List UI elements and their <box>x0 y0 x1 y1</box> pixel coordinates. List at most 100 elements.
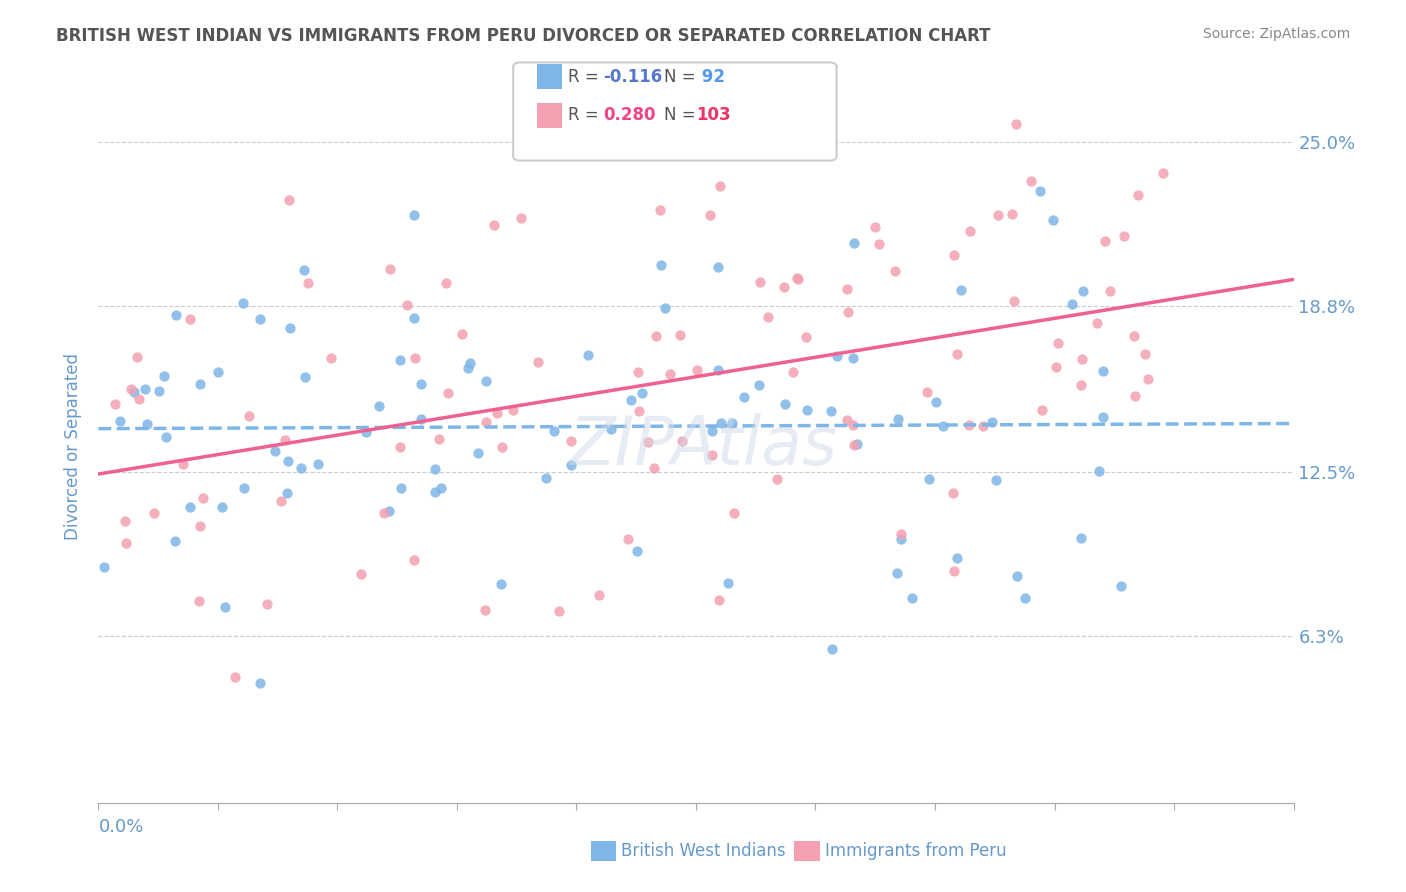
Point <box>700 425 723 439</box>
Point <box>626 544 648 558</box>
Point <box>884 264 907 278</box>
Point <box>527 354 550 368</box>
Point <box>645 329 668 343</box>
Text: N =: N = <box>664 68 700 86</box>
Point <box>319 351 342 365</box>
Point <box>748 275 770 289</box>
Point <box>946 551 969 566</box>
Point <box>389 440 412 454</box>
Point <box>179 311 201 326</box>
Point <box>485 406 508 420</box>
Text: British West Indians: British West Indians <box>621 842 786 860</box>
Point <box>617 532 640 546</box>
Point <box>457 360 479 375</box>
Point <box>411 412 433 426</box>
Point <box>628 404 651 418</box>
Point <box>890 532 912 546</box>
Point <box>925 395 948 409</box>
Point <box>475 374 498 388</box>
Point <box>1070 377 1092 392</box>
Point <box>238 409 260 423</box>
Point <box>191 491 214 505</box>
Point <box>143 506 166 520</box>
Point <box>576 348 599 362</box>
Text: -0.116: -0.116 <box>603 68 662 86</box>
Point <box>671 434 693 448</box>
Point <box>758 310 780 324</box>
Point <box>1014 591 1036 606</box>
Point <box>543 424 565 438</box>
Point <box>249 676 271 690</box>
Point <box>188 594 211 608</box>
Text: Immigrants from Peru: Immigrants from Peru <box>825 842 1007 860</box>
Point <box>1029 184 1052 198</box>
Point <box>918 472 941 486</box>
Point <box>482 218 505 232</box>
Point <box>1137 372 1160 386</box>
Point <box>643 461 665 475</box>
Text: R =: R = <box>568 106 605 124</box>
Point <box>114 536 136 550</box>
Point <box>786 272 808 286</box>
Point <box>1071 284 1094 298</box>
Point <box>475 415 498 429</box>
Point <box>489 576 512 591</box>
Point <box>946 347 969 361</box>
Point <box>368 399 391 413</box>
Point <box>650 202 672 217</box>
Point <box>125 350 148 364</box>
Point <box>502 402 524 417</box>
Point <box>845 437 868 451</box>
Point <box>292 263 315 277</box>
Point <box>276 486 298 500</box>
Point <box>707 592 730 607</box>
Point <box>233 481 256 495</box>
Point <box>1002 294 1025 309</box>
Point <box>972 418 994 433</box>
Point <box>297 276 319 290</box>
Point <box>404 553 426 567</box>
Point <box>290 461 312 475</box>
Point <box>1046 336 1069 351</box>
Point <box>887 411 910 425</box>
Text: 92: 92 <box>696 68 725 86</box>
Point <box>425 484 447 499</box>
Point <box>959 224 981 238</box>
Point <box>1123 389 1146 403</box>
Text: BRITISH WEST INDIAN VS IMMIGRANTS FROM PERU DIVORCED OR SEPARATED CORRELATION CH: BRITISH WEST INDIAN VS IMMIGRANTS FROM P… <box>56 27 991 45</box>
Point <box>404 351 426 366</box>
Point <box>821 642 844 657</box>
Point <box>748 377 770 392</box>
Point <box>427 432 450 446</box>
Point <box>264 444 287 458</box>
Point <box>114 514 136 528</box>
Point <box>104 397 127 411</box>
Point <box>835 413 858 427</box>
Point <box>474 603 496 617</box>
Point <box>188 376 211 391</box>
Point <box>467 446 489 460</box>
Point <box>232 295 254 310</box>
Point <box>773 397 796 411</box>
Point <box>307 457 329 471</box>
Point <box>957 417 980 432</box>
Point <box>294 370 316 384</box>
Point <box>766 472 789 486</box>
Point <box>277 194 299 208</box>
Point <box>773 280 796 294</box>
Point <box>654 301 676 316</box>
Point <box>277 453 299 467</box>
Point <box>837 305 859 319</box>
Point <box>637 434 659 449</box>
Point <box>1133 347 1156 361</box>
Point <box>786 270 808 285</box>
Point <box>224 670 246 684</box>
Point <box>214 599 236 614</box>
Point <box>128 392 150 406</box>
Y-axis label: Divorced or Separated: Divorced or Separated <box>65 352 83 540</box>
Point <box>835 282 858 296</box>
Text: N =: N = <box>664 106 700 124</box>
Point <box>706 363 728 377</box>
Point <box>717 575 740 590</box>
Point <box>148 384 170 398</box>
